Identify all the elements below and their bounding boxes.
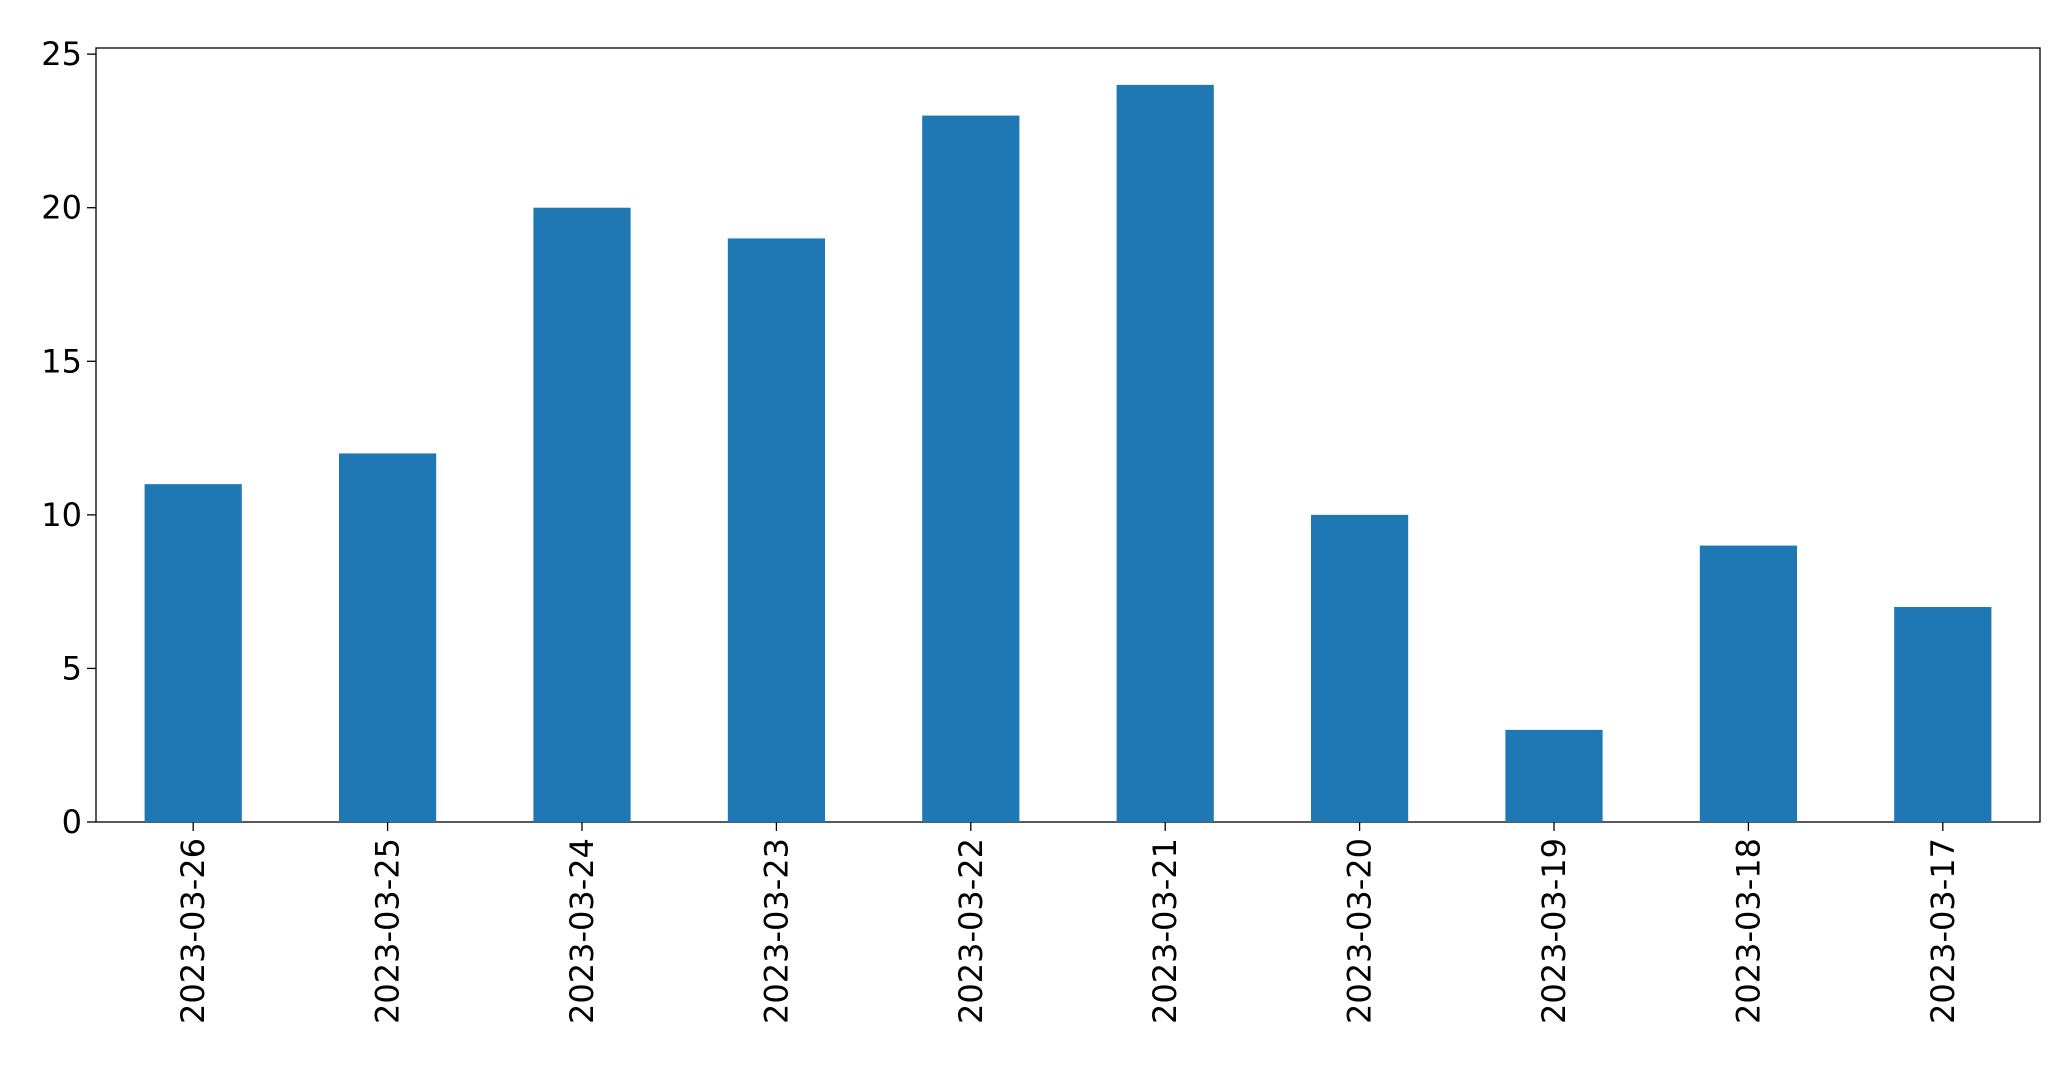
y-tick-label: 5: [62, 649, 82, 687]
x-tick-label: 2023-03-24: [563, 838, 601, 1024]
y-tick-label: 10: [41, 496, 82, 534]
x-tick-label: 2023-03-18: [1729, 838, 1767, 1024]
bar: [339, 453, 437, 822]
y-tick-label: 20: [41, 189, 82, 227]
bar: [1505, 729, 1603, 822]
bar: [1894, 607, 1992, 822]
x-tick-label: 2023-03-25: [369, 838, 407, 1024]
x-tick-label: 2023-03-22: [952, 838, 990, 1024]
x-tick-label: 2023-03-20: [1341, 838, 1379, 1024]
bar: [533, 207, 631, 822]
y-tick-label: 15: [41, 342, 82, 380]
bar: [727, 238, 825, 822]
x-tick-label: 2023-03-26: [174, 838, 212, 1024]
bar: [922, 115, 1020, 823]
y-tick-label: 25: [41, 35, 82, 73]
bar: [1699, 545, 1797, 822]
x-tick-label: 2023-03-19: [1535, 838, 1573, 1024]
bar: [1116, 84, 1214, 823]
x-tick-label: 2023-03-23: [757, 838, 795, 1024]
bar: [144, 484, 242, 822]
x-tick-label: 2023-03-21: [1146, 838, 1184, 1024]
plot-frame: [95, 47, 2041, 823]
bar: [1311, 514, 1409, 822]
y-tick-label: 0: [62, 803, 82, 841]
x-tick-label: 2023-03-17: [1924, 838, 1962, 1024]
